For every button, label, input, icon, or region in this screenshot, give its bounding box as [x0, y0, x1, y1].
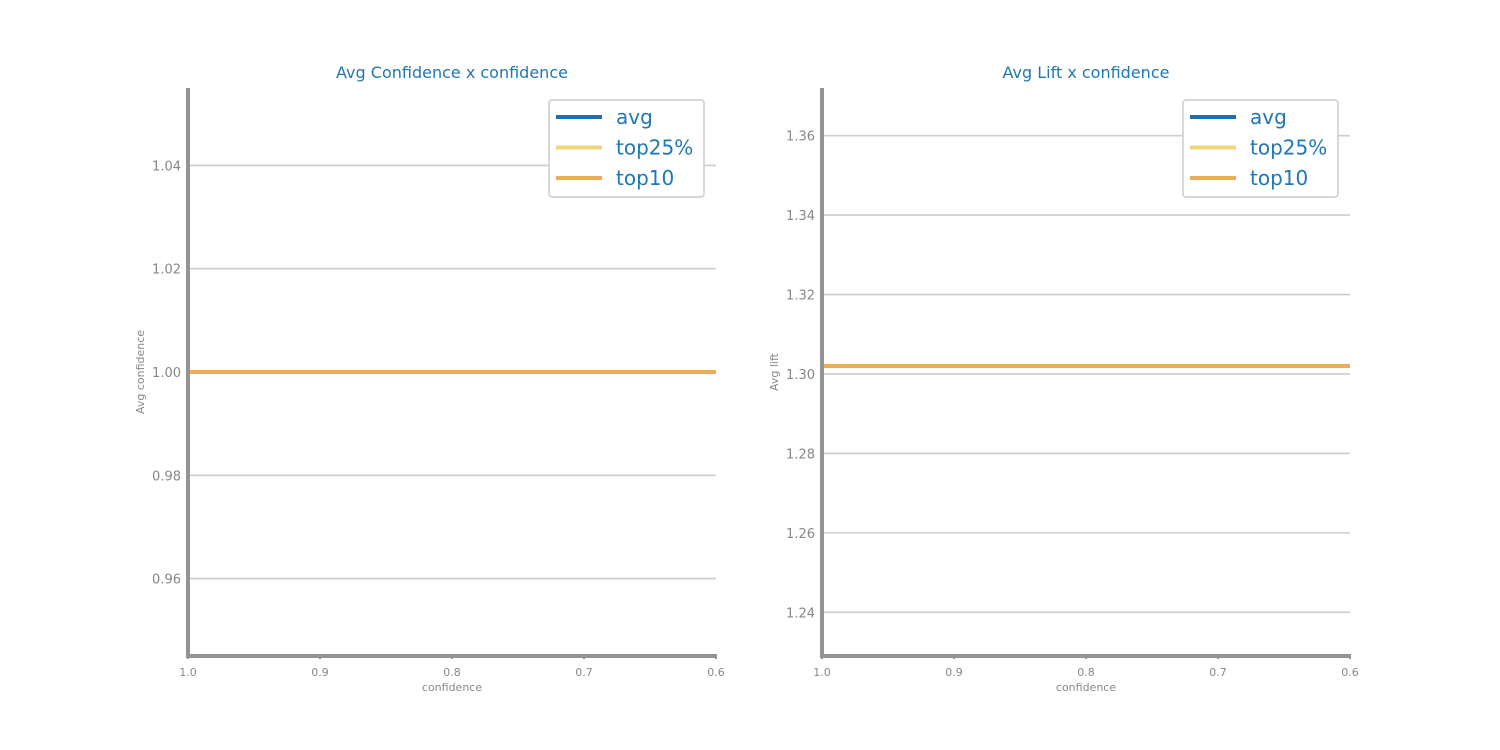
y-tick-label: 0.98: [152, 469, 181, 484]
x-tick-label: 0.6: [1341, 666, 1359, 679]
legend-label: avg: [616, 105, 653, 129]
x-axis-label: confidence: [422, 681, 482, 694]
y-tick-label: 1.00: [152, 366, 181, 381]
y-axis-label: Avg confidence: [134, 330, 147, 414]
legend-frame: [1182, 99, 1339, 198]
y-tick-label: 1.30: [786, 368, 815, 383]
x-tick-label: 0.8: [1077, 666, 1095, 679]
x-axis-label: confidence: [1056, 681, 1116, 694]
y-tick-label: 1.36: [786, 130, 815, 145]
legend: avg top25% top10: [1182, 99, 1339, 198]
y-tick-label: 1.26: [786, 527, 815, 542]
chart-panel-1: Avg Confidence x confidence 0.96 0.98 1.00 1…: [134, 63, 725, 694]
chart-panel-2: Avg Lift x confidence 1.24 1.26 1.28 1.30 1.3…: [768, 63, 1359, 694]
y-tick-label: 1.28: [786, 447, 815, 462]
legend-frame: [548, 99, 705, 198]
legend-label: top25%: [1250, 136, 1327, 160]
y-tick-label: 1.24: [786, 606, 815, 621]
x-tick-label: 0.8: [443, 666, 461, 679]
y-axis-label: Avg lift: [768, 352, 781, 391]
y-tick-label: 1.34: [786, 209, 815, 224]
y-tick-label: 1.02: [152, 263, 181, 278]
legend-label: avg: [1250, 105, 1287, 129]
x-tick-label: 0.6: [707, 666, 725, 679]
y-tick-label: 1.32: [786, 289, 815, 304]
y-tick-label: 0.96: [152, 573, 181, 588]
chart-title: Avg Lift x confidence: [1003, 63, 1170, 82]
legend-label: top10: [1250, 166, 1308, 190]
legend: avg top25% top10: [548, 99, 705, 198]
x-tick-label: 0.7: [575, 666, 593, 679]
legend-label: top25%: [616, 136, 693, 160]
x-tick-label: 1.0: [179, 666, 197, 679]
x-tick-label: 0.9: [311, 666, 329, 679]
chart-title: Avg Confidence x confidence: [336, 63, 568, 82]
legend-label: top10: [616, 166, 674, 190]
x-tick-label: 0.9: [945, 666, 963, 679]
x-tick-label: 0.7: [1209, 666, 1227, 679]
y-tick-label: 1.04: [152, 159, 181, 174]
x-tick-label: 1.0: [813, 666, 831, 679]
